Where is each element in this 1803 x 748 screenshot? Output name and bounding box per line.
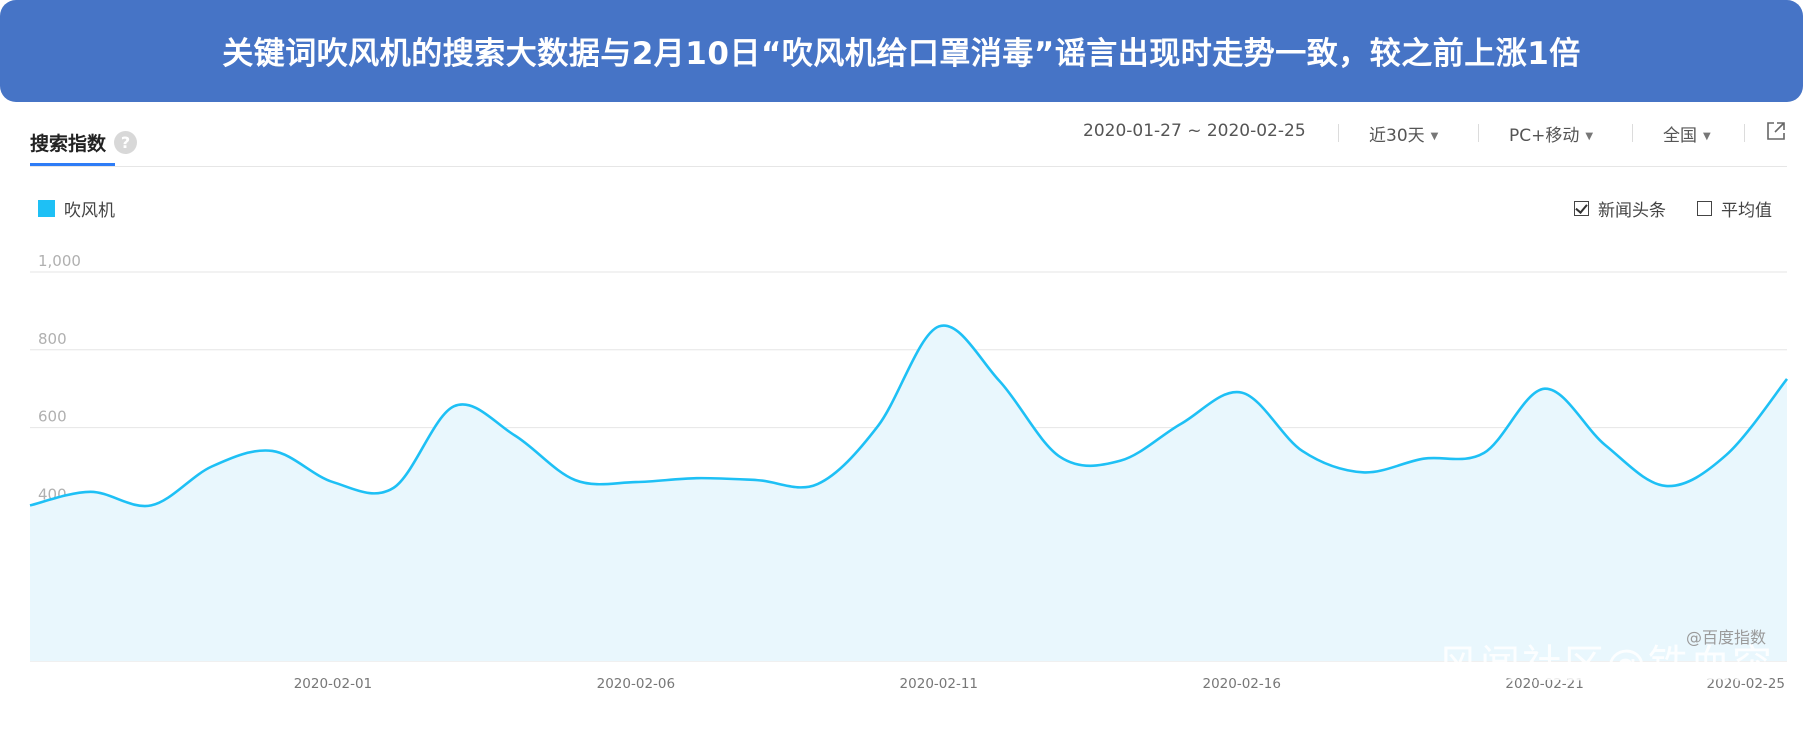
data-point[interactable]: [1481, 450, 1487, 456]
data-point[interactable]: [1360, 469, 1366, 475]
region-dropdown[interactable]: 全国 ▼: [1663, 121, 1711, 146]
chart-legend[interactable]: 吹风机: [38, 196, 115, 221]
average-checkbox[interactable]: [1697, 201, 1712, 216]
data-point[interactable]: [693, 475, 699, 481]
news-checkbox[interactable]: [1574, 201, 1589, 216]
data-point[interactable]: [572, 477, 578, 483]
series-area: [30, 325, 1787, 661]
data-point[interactable]: [936, 323, 942, 329]
separator: [1478, 124, 1479, 142]
data-point[interactable]: [815, 481, 821, 487]
y-tick-label: 600: [38, 408, 67, 426]
device-dropdown[interactable]: PC+移动 ▼: [1509, 121, 1593, 146]
x-tick-label: 2020-02-21: [1505, 676, 1583, 692]
data-point[interactable]: [1178, 421, 1184, 427]
source-watermark: @百度指数: [1686, 628, 1767, 647]
date-range-picker[interactable]: 2020-01-27 ~ 2020-02-25: [1083, 121, 1306, 141]
data-point[interactable]: [269, 448, 275, 454]
x-tick-label: 2020-02-06: [597, 676, 675, 692]
data-point[interactable]: [209, 464, 215, 470]
data-point[interactable]: [1784, 376, 1790, 382]
data-point[interactable]: [996, 378, 1002, 384]
average-label: 平均值: [1721, 201, 1772, 221]
separator: [1338, 124, 1339, 142]
data-point[interactable]: [1542, 386, 1548, 392]
legend-label: 吹风机: [64, 201, 115, 221]
help-icon[interactable]: ?: [114, 130, 138, 154]
data-point[interactable]: [1602, 442, 1608, 448]
headline-text: 关键词吹风机的搜索大数据与2月10日“吹风机给口罩消毒”谣言出现时走势一致，较之…: [222, 35, 1581, 72]
separator: [1632, 124, 1633, 142]
data-point[interactable]: [148, 502, 154, 508]
x-tick-label: 2020-02-16: [1202, 676, 1280, 692]
headline-banner: 关键词吹风机的搜索大数据与2月10日“吹风机给口罩消毒”谣言出现时走势一致，较之…: [0, 0, 1803, 102]
divider: [30, 166, 1787, 167]
data-point[interactable]: [330, 479, 336, 485]
y-tick-label: 1,000: [38, 252, 81, 270]
data-point[interactable]: [633, 479, 639, 485]
x-tick-label: 2020-02-01: [294, 676, 372, 692]
caret-down-icon: ▼: [1430, 130, 1439, 142]
period-label: 近30天: [1369, 126, 1425, 146]
open-external-icon[interactable]: [1765, 120, 1787, 142]
series-line[interactable]: [29, 324, 1789, 508]
x-tick-label: 2020-02-25: [1707, 676, 1785, 692]
separator: [1744, 124, 1745, 142]
data-point[interactable]: [88, 489, 94, 495]
data-point[interactable]: [754, 477, 760, 483]
tab-label: 搜索指数: [30, 132, 107, 155]
search-index-chart: 2004006008001,0002020-02-012020-02-06202…: [27, 252, 1790, 692]
legend-swatch: [38, 200, 55, 217]
tab-search-index[interactable]: 搜索指数 ?: [30, 118, 138, 166]
data-point[interactable]: [1420, 456, 1426, 462]
data-point[interactable]: [1239, 390, 1245, 396]
news-headline-toggle[interactable]: 新闻头条: [1574, 196, 1666, 221]
y-tick-label: 800: [38, 330, 67, 348]
device-label: PC+移动: [1509, 126, 1580, 146]
caret-down-icon: ▼: [1585, 130, 1594, 142]
active-tab-indicator: [30, 163, 115, 166]
data-point[interactable]: [451, 403, 457, 409]
data-point[interactable]: [1057, 454, 1063, 460]
x-tick-label: 2020-02-11: [900, 676, 978, 692]
data-point[interactable]: [27, 502, 33, 508]
data-point[interactable]: [1299, 448, 1305, 454]
data-point[interactable]: [1663, 483, 1669, 489]
data-point[interactable]: [1118, 458, 1124, 464]
period-dropdown[interactable]: 近30天 ▼: [1369, 121, 1438, 146]
news-label: 新闻头条: [1598, 201, 1666, 221]
data-point[interactable]: [875, 423, 881, 429]
data-point[interactable]: [391, 485, 397, 491]
region-label: 全国: [1663, 126, 1697, 146]
data-point[interactable]: [1723, 452, 1729, 458]
average-toggle[interactable]: 平均值: [1697, 196, 1772, 221]
overlay-watermark: 风闻社区@铁血突突: [1438, 642, 1774, 746]
caret-down-icon: ▼: [1703, 130, 1711, 142]
data-point[interactable]: [512, 432, 518, 438]
